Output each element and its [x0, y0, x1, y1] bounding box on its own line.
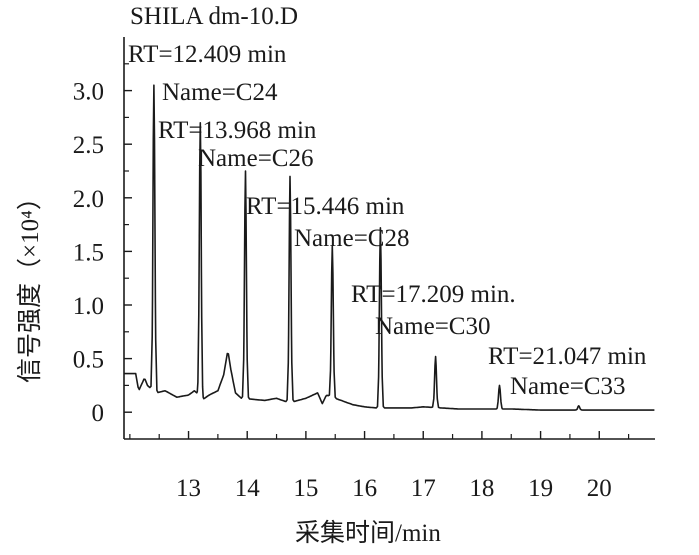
y-tick-label: 1.5 — [73, 239, 104, 266]
y-tick-label: 2.5 — [73, 132, 104, 159]
annotation-rt-c26: RT=13.968 min — [158, 117, 317, 144]
chromatogram-trace — [124, 84, 655, 411]
x-tick-label: 19 — [528, 475, 553, 502]
x-tick-label: 13 — [176, 475, 201, 502]
annotation-rt-c24: RT=12.409 min — [128, 41, 287, 68]
y-tick-label: 3.0 — [73, 79, 104, 106]
x-tick-label: 16 — [352, 475, 377, 502]
y-axis-title: 信号强度（×10⁴） — [16, 185, 44, 383]
peak-annotations: RT=12.409 min Name=C24 RT=13.968 min Nam… — [128, 41, 647, 400]
x-axis: 13 14 15 16 17 18 19 20 — [124, 431, 655, 502]
chart-title: SHILA dm-10.D — [130, 3, 298, 30]
y-tick-label: 1.0 — [73, 293, 104, 320]
x-tick-label: 20 — [587, 475, 612, 502]
annotation-name-c24: Name=C24 — [162, 79, 278, 106]
x-tick-label: 18 — [469, 475, 494, 502]
x-tick-label: 15 — [293, 475, 318, 502]
x-axis-title: 采集时间/min — [295, 519, 441, 547]
x-tick-label: 14 — [235, 475, 261, 502]
annotation-name-c26: Name=C26 — [198, 145, 313, 172]
annotation-name-c33: Name=C33 — [510, 373, 625, 400]
annotation-rt-c33: RT=21.047 min — [488, 343, 647, 370]
annotation-rt-c28: RT=15.446 min — [246, 193, 405, 220]
y-axis: 0 0.5 1.0 1.5 2.0 2.5 3.0 — [73, 37, 132, 439]
annotation-name-c28: Name=C28 — [294, 225, 409, 252]
y-tick-label: 0 — [92, 400, 105, 427]
annotation-name-c30: Name=C30 — [375, 313, 490, 340]
annotation-rt-c30: RT=17.209 min. — [351, 281, 516, 308]
y-tick-label: 2.0 — [73, 186, 104, 213]
x-tick-label: 17 — [411, 475, 436, 502]
y-tick-label: 0.5 — [73, 347, 104, 374]
